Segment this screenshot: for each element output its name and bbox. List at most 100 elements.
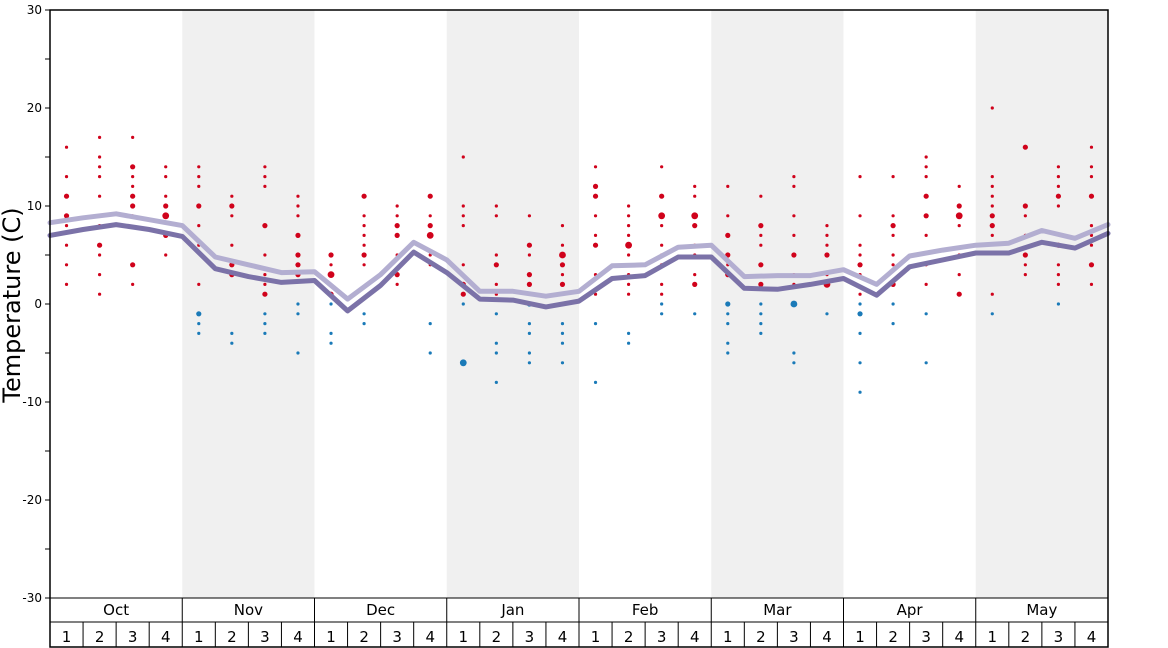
temperature-dot — [197, 331, 201, 335]
month-bands — [182, 10, 1108, 598]
temperature-dot — [824, 252, 830, 258]
temperature-dot — [626, 331, 631, 335]
temperature-dot — [1089, 145, 1094, 149]
temperature-dot — [361, 252, 367, 258]
temperature-dot — [1056, 165, 1061, 169]
week-label: 2 — [95, 628, 105, 646]
temperature-dot — [494, 351, 498, 355]
temperature-dot — [428, 351, 432, 355]
y-tick-label: -30 — [22, 591, 42, 605]
temperature-dot — [362, 214, 366, 218]
week-label: 1 — [723, 628, 733, 646]
temperature-dot — [593, 214, 598, 218]
temperature-dot — [64, 145, 69, 149]
temperature-dot — [262, 223, 268, 229]
temperature-dot — [1022, 203, 1028, 209]
temperature-dot — [759, 322, 763, 326]
temperature-dot — [990, 184, 994, 188]
temperature-dot — [131, 175, 135, 179]
temperature-dot — [592, 183, 599, 189]
temperature-dot — [923, 213, 929, 219]
temperature-dot — [97, 273, 102, 277]
temperature-dot — [560, 224, 565, 228]
temperature-dot — [394, 223, 400, 229]
temperature-dot — [494, 380, 498, 384]
temperature-dot — [329, 263, 333, 267]
temperature-dot — [526, 272, 533, 278]
temperature-dot — [560, 361, 565, 365]
temperature-dot — [97, 165, 102, 169]
temperature-dot — [494, 253, 498, 257]
temperature-dot — [164, 194, 168, 198]
temperature-dot — [691, 212, 699, 220]
temperature-dot — [395, 204, 399, 208]
temperature-dot — [1056, 184, 1061, 188]
temperature-dot — [296, 351, 300, 355]
temperature-dot — [1088, 193, 1095, 199]
temperature-dot — [461, 302, 465, 306]
temperature-dot — [527, 331, 532, 335]
temperature-dot — [825, 243, 829, 247]
temperature-dot — [362, 263, 366, 267]
temperature-dot — [1089, 233, 1094, 237]
temperature-dot — [527, 253, 532, 257]
month-label: Apr — [897, 601, 924, 619]
temperature-dot — [230, 341, 234, 345]
week-label: 1 — [326, 628, 336, 646]
temperature-dot — [791, 252, 797, 258]
temperature-lines — [47, 211, 1111, 314]
temperature-dot — [726, 341, 730, 345]
week-label: 4 — [954, 628, 964, 646]
week-label: 2 — [1021, 628, 1031, 646]
temperature-dot — [296, 214, 300, 218]
temperature-dot — [461, 263, 465, 267]
temperature-dot — [593, 165, 598, 169]
temperature-dot — [197, 224, 201, 228]
temperature-dot — [197, 322, 201, 326]
temperature-dot — [759, 243, 763, 247]
temperature-dot — [858, 243, 862, 247]
temperature-dot — [426, 232, 434, 239]
temperature-dot — [1022, 252, 1028, 258]
temperature-dot — [295, 252, 301, 258]
temperature-dot — [924, 165, 928, 169]
temperature-dot — [758, 262, 764, 268]
temperature-dot — [955, 212, 963, 220]
week-label: 1 — [459, 628, 469, 646]
temperature-dot — [263, 312, 267, 316]
temperature-dot — [97, 253, 102, 257]
temperature-dot — [792, 351, 796, 355]
temperature-dot — [626, 292, 631, 296]
temperature-dot — [461, 224, 465, 228]
temperature-dot — [230, 331, 234, 335]
temperature-dot — [692, 281, 698, 287]
month-band — [975, 10, 1108, 598]
temperature-dot — [263, 253, 267, 257]
temperature-dot — [428, 322, 432, 326]
temperature-dot — [593, 322, 598, 326]
week-label: 1 — [591, 628, 601, 646]
temperature-dot — [792, 175, 796, 179]
temperature-dots — [63, 106, 1095, 394]
temperature-dot — [263, 165, 267, 169]
temperature-dot — [163, 203, 169, 209]
temperature-dot — [1056, 263, 1061, 267]
temperature-dot — [825, 224, 829, 228]
week-label: 4 — [558, 628, 568, 646]
temperature-dot — [692, 223, 698, 229]
week-label: 3 — [657, 628, 667, 646]
y-tick-label: 20 — [27, 101, 42, 115]
temperature-dot — [1089, 224, 1094, 228]
temperature-dot — [592, 242, 599, 248]
temperature-dot — [494, 282, 498, 286]
temperature-dot — [660, 282, 664, 286]
temperature-dot — [726, 322, 730, 326]
temperature-dot — [956, 291, 962, 297]
temperature-dot — [130, 164, 136, 170]
temperature-dot — [560, 322, 565, 326]
temperature-dot — [329, 331, 333, 335]
y-tick-label: 10 — [27, 199, 42, 213]
temperature-dot — [891, 302, 895, 306]
month-label: Dec — [366, 601, 395, 619]
temperature-dot — [1089, 175, 1094, 179]
